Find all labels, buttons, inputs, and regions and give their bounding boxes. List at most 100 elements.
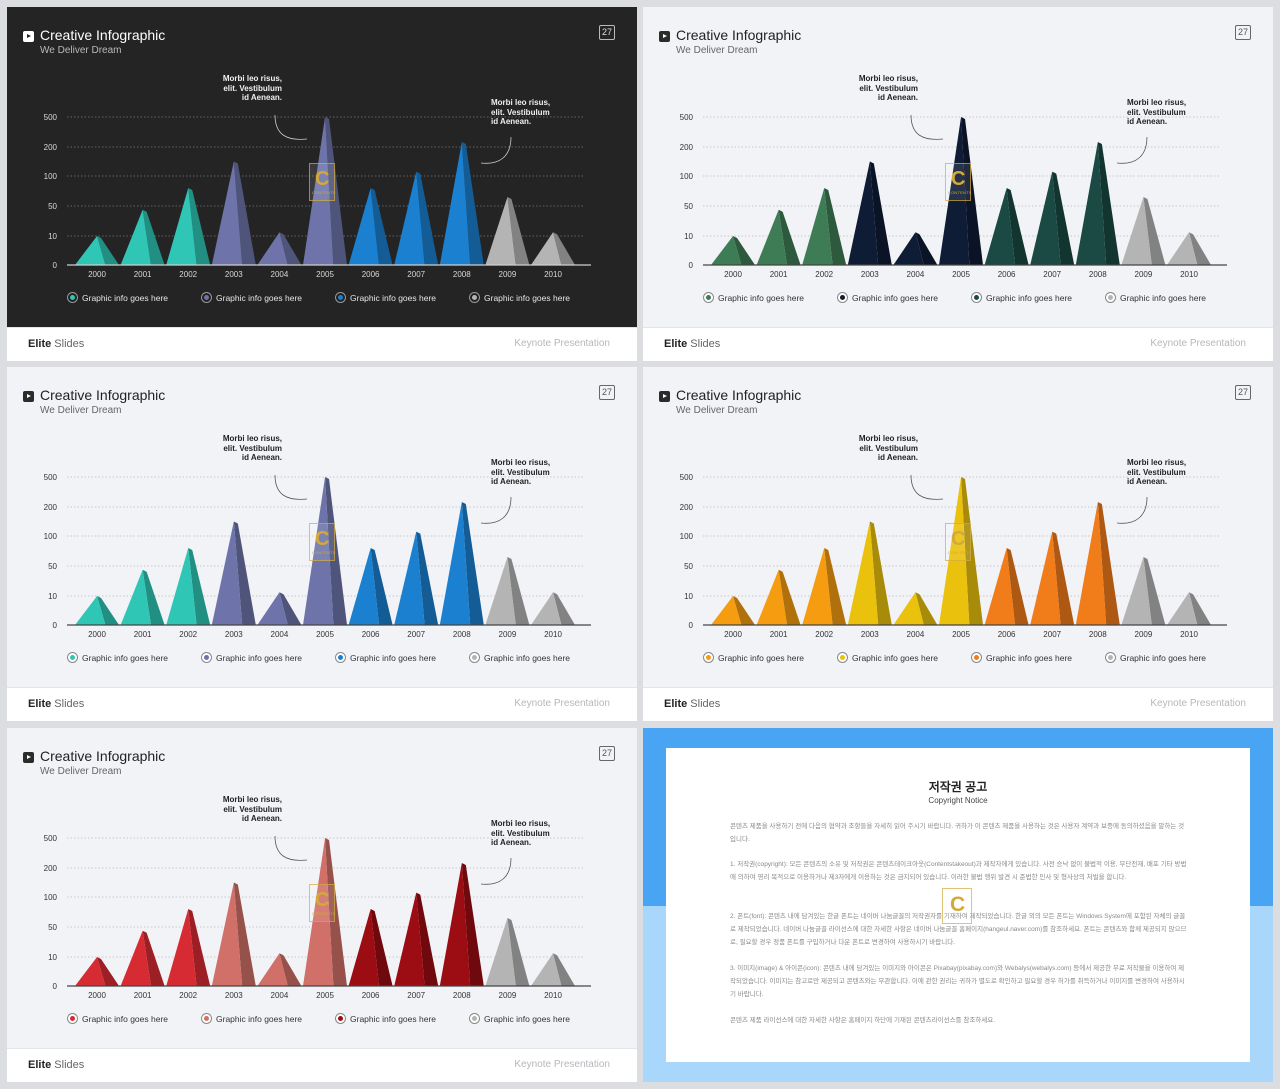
infographic-slide: Creative Infographic We Deliver Dream 27… [7, 7, 637, 361]
x-tick-label: 2009 [499, 630, 517, 639]
bar-face [1167, 592, 1198, 625]
bar-2010 [1167, 592, 1211, 625]
bar-side [97, 236, 119, 265]
bar-face [348, 188, 379, 265]
bar-side [869, 521, 892, 625]
legend-item: Graphic info goes here [470, 1014, 570, 1024]
legend-label: Graphic info goes here [484, 653, 570, 663]
notice-card: 저작권 공고 Copyright Notice 콘텐츠 제품을 사용하기 전에 … [666, 748, 1250, 1062]
bar-2001 [756, 569, 801, 625]
bar-face [120, 209, 151, 265]
legend-dot-icon [470, 1014, 479, 1023]
footer-brand: Elite Slides [28, 1059, 85, 1071]
slide-footer: Elite Slides Keynote Presentation [7, 327, 637, 361]
bar-face [166, 548, 197, 625]
bar-side [461, 502, 484, 625]
bar-face [1075, 142, 1107, 265]
x-tick-label: 2007 [407, 630, 425, 639]
bar-side [824, 188, 847, 265]
bar-face [802, 548, 833, 625]
bar-side [188, 909, 211, 986]
x-tick-label: 2004 [907, 270, 925, 279]
bar-side [507, 557, 530, 625]
x-tick-label: 2000 [724, 270, 742, 279]
bar-2003 [847, 521, 892, 625]
infographic-slide: Creative Infographic We Deliver Dream 27… [7, 367, 637, 721]
legend-item: Graphic info goes here [202, 293, 302, 303]
x-tick-label: 2003 [225, 270, 243, 279]
x-tick-label: 2005 [316, 991, 334, 1000]
bar-2009 [1121, 197, 1166, 265]
slide-footer: Elite Slides Keynote Presentation [7, 687, 637, 721]
legend-item: Graphic info goes here [1106, 293, 1206, 303]
y-tick-label: 100 [44, 532, 58, 541]
x-tick-label: 2002 [179, 630, 197, 639]
bar-side [869, 161, 892, 265]
bar-side [733, 596, 755, 625]
bar-side [97, 596, 119, 625]
bar-side [507, 918, 530, 986]
bar-2000 [75, 957, 119, 986]
bar-2008 [439, 502, 484, 625]
bar-face [75, 596, 106, 625]
page-number: 27 [1235, 25, 1251, 40]
notice-subtitle: Copyright Notice [928, 796, 988, 805]
bar-side [733, 236, 755, 265]
page-number: 27 [599, 385, 615, 400]
play-icon [659, 31, 670, 42]
bar-chart: 0 10 50 100 200 500 2000 2001 2002 2003 2004 2005 20… [44, 473, 591, 639]
bar-2008 [1075, 142, 1120, 265]
bar-chart: 0 10 50 100 200 500 2000 2001 2002 2003 2004 2005 20… [44, 113, 591, 279]
legend-dot-icon [838, 293, 847, 302]
x-tick-label: 2010 [544, 630, 562, 639]
notice-title: 저작권 공고 [928, 780, 988, 794]
x-tick-label: 2001 [134, 991, 152, 1000]
x-tick-label: 2006 [998, 270, 1016, 279]
bar-side [370, 548, 393, 625]
bar-2008 [439, 142, 484, 265]
y-tick-label: 200 [44, 864, 58, 873]
x-tick-label: 2008 [453, 630, 471, 639]
chart-area: Creative Infographic We Deliver Dream 27… [7, 367, 637, 687]
notice-paragraph-license: 콘텐츠 제품 라이선스에 대한 자세한 사항은 홈페이지 하단에 기재된 콘텐츠… [730, 1017, 996, 1024]
bar-2006 [348, 548, 393, 625]
legend-dot-icon [704, 293, 713, 302]
bar-2002 [166, 548, 211, 625]
bar-2005 [939, 117, 983, 265]
bar-side [461, 142, 484, 265]
bar-side [1143, 557, 1166, 625]
x-tick-label: 2001 [770, 630, 788, 639]
bar-face [756, 209, 787, 265]
x-tick-label: 2003 [225, 991, 243, 1000]
x-tick-label: 2009 [1135, 630, 1153, 639]
bar-face [257, 232, 288, 265]
y-tick-label: 10 [684, 232, 693, 241]
bar-2003 [211, 521, 256, 625]
bar-side [188, 548, 211, 625]
bar-2005 [939, 477, 983, 625]
play-icon [23, 752, 34, 763]
bar-side [279, 232, 302, 265]
bar-side [370, 188, 393, 265]
footer-brand: Elite Slides [28, 338, 85, 350]
bar-face [802, 188, 833, 265]
legend-item: Graphic info goes here [68, 653, 168, 663]
x-tick-label: 2005 [316, 270, 334, 279]
bar-face [211, 521, 243, 625]
x-tick-label: 2000 [724, 630, 742, 639]
bar-2005 [303, 477, 347, 625]
legend-label: Graphic info goes here [1120, 293, 1206, 303]
bar-side [188, 188, 211, 265]
bar-chart: 0 10 50 100 200 500 2000 2001 2002 2003 2004 2005 20… [680, 113, 1227, 279]
bar-2000 [711, 596, 755, 625]
bar-side [915, 592, 938, 625]
y-tick-label: 100 [44, 172, 58, 181]
bar-2002 [166, 188, 211, 265]
y-tick-label: 100 [680, 532, 694, 541]
legend-label: Graphic info goes here [484, 293, 570, 303]
bar-face [485, 557, 516, 625]
y-tick-label: 50 [684, 562, 693, 571]
annotation-connector [274, 474, 308, 500]
annotation-right: Morbi leo risus, elit. Vestibulum id Aen… [1127, 98, 1187, 126]
bar-side [325, 477, 347, 625]
